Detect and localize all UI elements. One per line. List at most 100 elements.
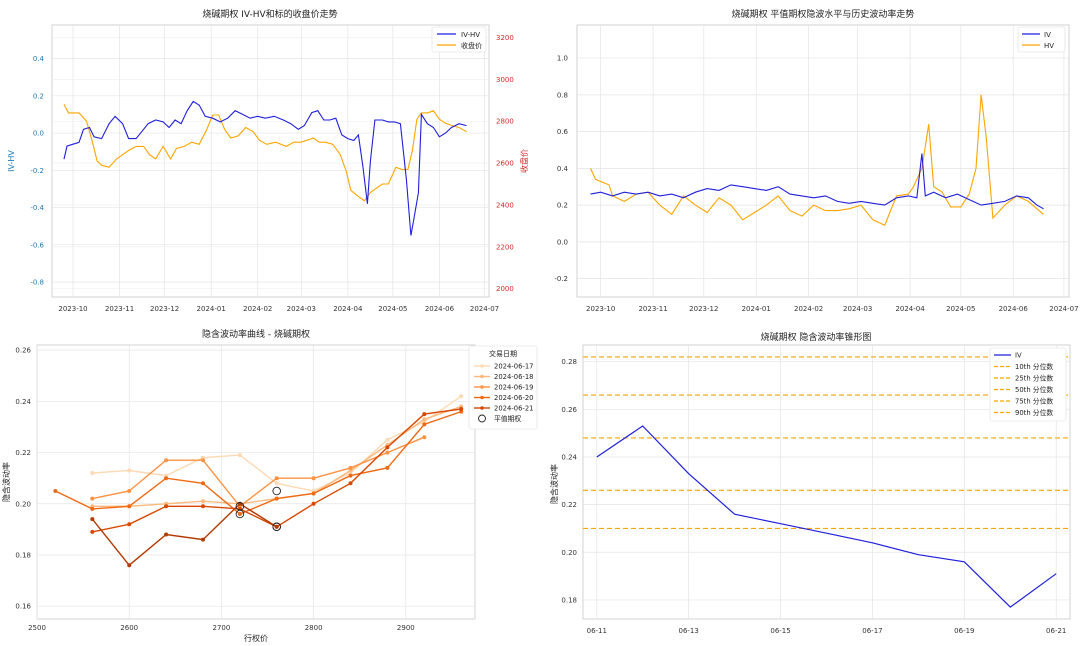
chart3-legend-marker <box>480 364 484 368</box>
chart4-xtick-label: 06-19 <box>954 627 974 635</box>
chart2-ytick-label: 0.0 <box>557 238 568 246</box>
smile-point <box>127 468 132 473</box>
series-iv-line <box>590 153 1044 210</box>
smile-point <box>422 435 427 440</box>
chart2-ytick-label: 0.6 <box>557 128 569 136</box>
smile-point <box>90 496 95 501</box>
smile-point <box>459 394 464 399</box>
smile-point <box>274 524 279 529</box>
chart3-ytick-label: 0.26 <box>15 347 31 355</box>
chart2-xtick-label: 2023-11 <box>638 305 667 313</box>
chart2-ytick-label: 0.2 <box>557 202 568 210</box>
chart4-ytick-label: 0.24 <box>561 453 577 461</box>
chart1-ytick-left: 0.0 <box>33 130 44 138</box>
chart1-ytick-right: 2000 <box>496 285 514 293</box>
chart2-ytick-label: 0.8 <box>557 91 568 99</box>
chart4-legend-label: 75th 分位数 <box>1015 397 1053 406</box>
chart1-ytick-left: -0.4 <box>30 204 44 212</box>
chart1-xtick-label: 2024-06 <box>425 305 455 313</box>
chart2-legend-iv: IV <box>1044 31 1051 39</box>
chart1-xtick-label: 2024-03 <box>287 305 316 313</box>
chart4-ytick-label: 0.22 <box>561 501 577 509</box>
smile-point <box>422 422 427 427</box>
chart1-ytick-left: 0.2 <box>33 92 44 100</box>
chart1-xtick-label: 2024-01 <box>197 305 226 313</box>
smile-point <box>385 437 390 442</box>
chart3-xtick-label: 2800 <box>305 624 323 632</box>
chart3-legend-title: 交易日期 <box>489 349 517 358</box>
chart3-xtick-label: 2900 <box>397 624 415 632</box>
chart3-ytick-label: 0.18 <box>15 551 31 559</box>
smile-point <box>385 445 390 450</box>
smile-point <box>311 491 316 496</box>
chart2-ytick-label: 1.0 <box>557 55 568 63</box>
chart1-ytick-right: 3200 <box>496 34 514 42</box>
chart1-plot-frame <box>51 24 490 298</box>
smile-point <box>459 407 464 411</box>
smile-point <box>422 412 427 417</box>
chart3-legend: 交易日期 2024-06-17 2024-06-18 2024-06-19 2024-… <box>468 345 538 430</box>
chart3-ytick-label: 0.20 <box>15 500 31 508</box>
smile-point <box>385 450 390 455</box>
smile-point <box>201 537 205 542</box>
chart4-ytick-label: 0.28 <box>561 358 577 366</box>
chart1-ytick-right: 2600 <box>496 160 514 168</box>
smile-point <box>164 458 169 463</box>
chart4-title: 烧碱期权 隐含波动率锥形图 <box>761 331 872 343</box>
smile-point <box>53 489 58 493</box>
chart2-ytick-label: 0.4 <box>557 165 569 173</box>
chart3-legend-atm-marker <box>478 414 486 423</box>
chart2-xtick-label: 2024-01 <box>742 305 771 313</box>
chart3-xtick-label: 2600 <box>120 624 138 632</box>
series-iv-hv-line <box>63 100 467 236</box>
atm-marker <box>235 509 245 519</box>
chart1-title: 烧碱期权 IV-HV和标的收盘价走势 <box>202 8 337 20</box>
smile-point <box>422 417 427 422</box>
series-iv-cone-line <box>596 425 1057 608</box>
smile-point <box>237 453 242 458</box>
iv-cone-chart: 烧碱期权 隐含波动率锥形图 06-11 06-13 06-15 06-17 06-19 0… <box>549 331 1071 635</box>
chart3-legend-label: 2024-06-17 <box>494 363 534 371</box>
chart1-ytick-left: 0.4 <box>33 55 45 63</box>
chart2-legend: IV HV <box>1017 26 1066 53</box>
atm-marker <box>272 522 281 532</box>
chart3-title: 隐含波动率曲线 - 烧碱期权 <box>202 328 310 340</box>
chart3-legend-label: 2024-06-21 <box>494 405 534 413</box>
chart4-ytick-label: 0.18 <box>561 596 577 604</box>
chart3-ylabel: 隐含波动率 <box>1 462 11 502</box>
chart1-legend-ivhv: IV-HV <box>461 31 480 39</box>
chart4-legend-label: 25th 分位数 <box>1015 374 1053 383</box>
smile-series-line <box>55 410 462 515</box>
smile-point <box>311 476 316 481</box>
chart2-xtick-label: 2023-10 <box>586 305 615 313</box>
chart2-xtick-label: 2024-02 <box>794 305 823 313</box>
smile-point <box>164 504 169 509</box>
chart4-legend-label: 10th 分位数 <box>1015 362 1053 371</box>
chart2-xtick-label: 2024-05 <box>946 305 975 313</box>
chart3-legend-marker <box>480 395 484 400</box>
smile-point <box>90 517 95 522</box>
smile-point <box>201 458 205 463</box>
chart2-xtick-label: 2024-07 <box>1049 305 1078 313</box>
atm-marker <box>272 486 281 496</box>
smile-point <box>237 512 242 516</box>
chart1-ylabel-right: 收盘价 <box>519 149 529 173</box>
iv-smile-chart: 隐含波动率曲线 - 烧碱期权 2500 2600 2700 2800 2900 0.26 0… <box>1 328 538 643</box>
smile-point <box>201 499 205 504</box>
chart2-plot-frame <box>576 24 1070 298</box>
chart4-xtick-label: 06-13 <box>678 627 698 635</box>
smile-point <box>274 496 279 501</box>
chart1-legend: IV-HV 收盘价 <box>431 26 487 53</box>
chart4-legend: IV 10th 分位数 25th 分位数 50th 分位数 75th 分位数 90th 分… <box>989 347 1067 422</box>
chart4-legend-label: 90th 分位数 <box>1015 408 1053 417</box>
smile-point <box>127 504 132 509</box>
chart4-plot-frame <box>582 344 1071 620</box>
smile-point <box>127 563 132 568</box>
chart4-ytick-label: 0.20 <box>561 549 577 557</box>
smile-point <box>90 471 95 475</box>
chart1-xtick-label: 2023-12 <box>150 305 179 313</box>
chart1-ytick-left: -0.6 <box>30 241 44 249</box>
chart4-xtick-label: 06-15 <box>770 627 790 635</box>
chart2-title: 烧碱期权 平值期权隐波水平与历史波动率走势 <box>732 8 915 20</box>
